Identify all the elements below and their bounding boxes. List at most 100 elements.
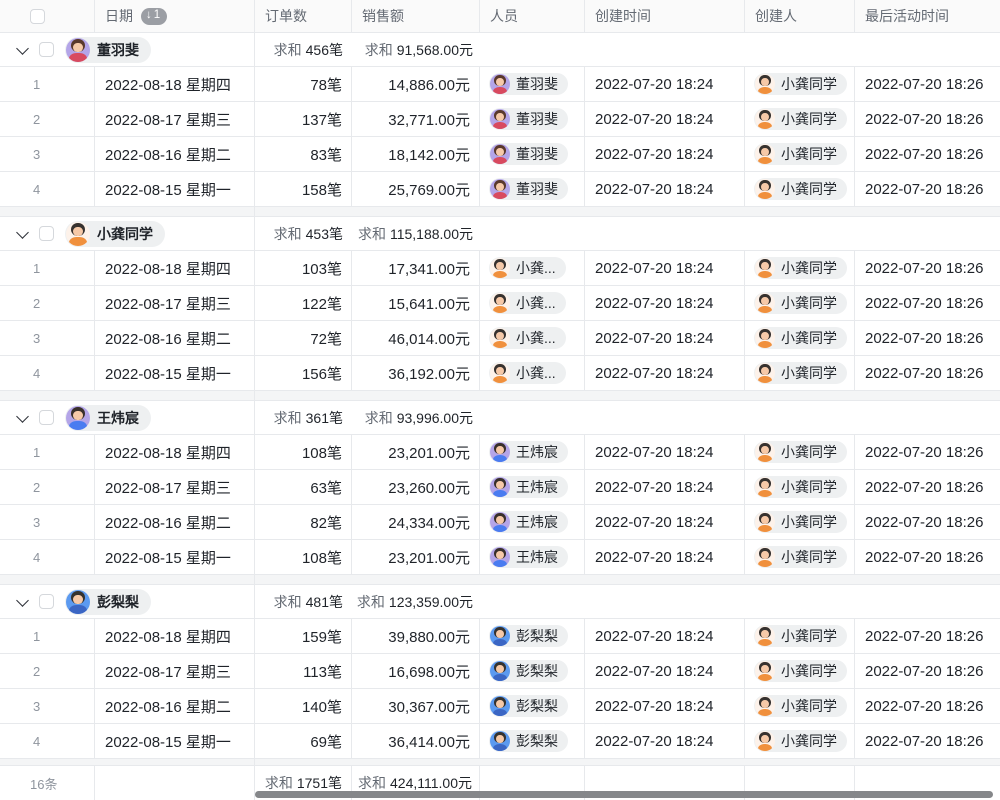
date-cell[interactable]: 2022-08-18 星期四: [95, 67, 255, 101]
table-row[interactable]: 2 2022-08-17 星期三 113笔 16,698.00元 彭梨梨 202…: [0, 654, 1000, 689]
table-row[interactable]: 3 2022-08-16 星期二 72笔 46,014.00元 小龚... 20…: [0, 321, 1000, 356]
horizontal-scrollbar[interactable]: [255, 791, 993, 798]
created-time-cell[interactable]: 2022-07-20 18:24: [585, 102, 745, 136]
person-cell[interactable]: 董羽斐: [480, 67, 585, 101]
orders-cell[interactable]: 108笔: [255, 540, 352, 574]
date-cell[interactable]: 2022-08-15 星期一: [95, 356, 255, 390]
last-activity-cell[interactable]: 2022-07-20 18:26: [865, 697, 984, 715]
orders-cell[interactable]: 137笔: [255, 102, 352, 136]
created-time-cell[interactable]: 2022-07-20 18:24: [585, 286, 745, 320]
created-time-cell[interactable]: 2022-07-20 18:24: [585, 654, 745, 688]
table-row[interactable]: 4 2022-08-15 星期一 69笔 36,414.00元 彭梨梨 2022…: [0, 724, 1000, 759]
sales-cell[interactable]: 23,201.00元: [352, 435, 480, 469]
creator-cell[interactable]: 小龚同学: [745, 321, 855, 355]
last-activity-cell[interactable]: 2022-07-20 18:26: [865, 732, 984, 750]
date-cell[interactable]: 2022-08-16 星期二: [95, 505, 255, 539]
creator-cell[interactable]: 小龚同学: [745, 724, 855, 758]
last-activity-cell[interactable]: 2022-07-20 18:26: [865, 662, 984, 680]
creator-cell[interactable]: 小龚同学: [745, 505, 855, 539]
created-time-cell[interactable]: 2022-07-20 18:24: [585, 251, 745, 285]
group-checkbox[interactable]: [39, 226, 54, 241]
creator-cell[interactable]: 小龚同学: [745, 137, 855, 171]
table-row[interactable]: 4 2022-08-15 星期一 158笔 25,769.00元 董羽斐 202…: [0, 172, 1000, 207]
table-row[interactable]: 4 2022-08-15 星期一 108笔 23,201.00元 王炜宸 202…: [0, 540, 1000, 575]
last-activity-cell[interactable]: 2022-07-20 18:26: [865, 627, 984, 645]
date-cell[interactable]: 2022-08-16 星期二: [95, 321, 255, 355]
footer-orders-sum[interactable]: 求和 1751笔: [255, 766, 352, 800]
last-activity-cell[interactable]: 2022-07-20 18:26: [865, 294, 984, 312]
last-activity-cell[interactable]: 2022-07-20 18:26: [865, 513, 984, 531]
orders-cell[interactable]: 78笔: [255, 67, 352, 101]
sales-cell[interactable]: 23,260.00元: [352, 470, 480, 504]
sales-cell[interactable]: 36,192.00元: [352, 356, 480, 390]
last-activity-cell[interactable]: 2022-07-20 18:26: [865, 364, 984, 382]
orders-cell[interactable]: 69笔: [255, 724, 352, 758]
column-header-orders[interactable]: 订单数: [255, 0, 352, 32]
table-row[interactable]: 1 2022-08-18 星期四 159笔 39,880.00元 彭梨梨 202…: [0, 619, 1000, 654]
group-collapse-button[interactable]: [11, 591, 33, 613]
last-activity-cell[interactable]: 2022-07-20 18:26: [865, 329, 984, 347]
orders-cell[interactable]: 159笔: [255, 619, 352, 653]
created-time-cell[interactable]: 2022-07-20 18:24: [585, 540, 745, 574]
table-row[interactable]: 2 2022-08-17 星期三 122笔 15,641.00元 小龚... 2…: [0, 286, 1000, 321]
person-cell[interactable]: 彭梨梨: [480, 619, 585, 653]
column-header-last-activity[interactable]: 最后活动时间: [855, 0, 1000, 32]
person-cell[interactable]: 王炜宸: [480, 470, 585, 504]
creator-cell[interactable]: 小龚同学: [745, 172, 855, 206]
group-sales-sum[interactable]: 求和 123,359.00元: [352, 592, 480, 612]
column-header-created-time[interactable]: 创建时间: [585, 0, 745, 32]
sales-cell[interactable]: 39,880.00元: [352, 619, 480, 653]
footer-date-cell[interactable]: [95, 766, 255, 800]
date-cell[interactable]: 2022-08-16 星期二: [95, 137, 255, 171]
person-cell[interactable]: 彭梨梨: [480, 724, 585, 758]
sales-cell[interactable]: 24,334.00元: [352, 505, 480, 539]
created-time-cell[interactable]: 2022-07-20 18:24: [585, 505, 745, 539]
last-activity-cell[interactable]: 2022-07-20 18:26: [865, 180, 984, 198]
column-header-person[interactable]: 人员: [480, 0, 585, 32]
creator-cell[interactable]: 小龚同学: [745, 251, 855, 285]
creator-cell[interactable]: 小龚同学: [745, 435, 855, 469]
table-row[interactable]: 1 2022-08-18 星期四 103笔 17,341.00元 小龚... 2…: [0, 251, 1000, 286]
created-time-cell[interactable]: 2022-07-20 18:24: [585, 137, 745, 171]
person-cell[interactable]: 小龚...: [480, 356, 585, 390]
created-time-cell[interactable]: 2022-07-20 18:24: [585, 470, 745, 504]
creator-cell[interactable]: 小龚同学: [745, 540, 855, 574]
table-row[interactable]: 1 2022-08-18 星期四 78笔 14,886.00元 董羽斐 2022…: [0, 67, 1000, 102]
creator-cell[interactable]: 小龚同学: [745, 654, 855, 688]
created-time-cell[interactable]: 2022-07-20 18:24: [585, 356, 745, 390]
orders-cell[interactable]: 72笔: [255, 321, 352, 355]
person-cell[interactable]: 董羽斐: [480, 172, 585, 206]
last-activity-cell[interactable]: 2022-07-20 18:26: [865, 75, 984, 93]
group-collapse-button[interactable]: [11, 223, 33, 245]
orders-cell[interactable]: 83笔: [255, 137, 352, 171]
group-header-row[interactable]: 小龚同学 求和 453笔 求和 115,188.00元: [0, 217, 1000, 251]
sales-cell[interactable]: 15,641.00元: [352, 286, 480, 320]
created-time-cell[interactable]: 2022-07-20 18:24: [585, 67, 745, 101]
last-activity-cell[interactable]: 2022-07-20 18:26: [865, 145, 984, 163]
person-cell[interactable]: 小龚...: [480, 321, 585, 355]
date-cell[interactable]: 2022-08-18 星期四: [95, 619, 255, 653]
creator-cell[interactable]: 小龚同学: [745, 470, 855, 504]
sales-cell[interactable]: 36,414.00元: [352, 724, 480, 758]
select-all-checkbox[interactable]: [30, 8, 45, 24]
group-orders-sum[interactable]: 求和 453笔: [255, 224, 352, 244]
table-row[interactable]: 3 2022-08-16 星期二 82笔 24,334.00元 王炜宸 2022…: [0, 505, 1000, 540]
table-row[interactable]: 1 2022-08-18 星期四 108笔 23,201.00元 王炜宸 202…: [0, 435, 1000, 470]
group-checkbox[interactable]: [39, 42, 54, 57]
date-cell[interactable]: 2022-08-15 星期一: [95, 172, 255, 206]
creator-cell[interactable]: 小龚同学: [745, 619, 855, 653]
created-time-cell[interactable]: 2022-07-20 18:24: [585, 172, 745, 206]
creator-cell[interactable]: 小龚同学: [745, 102, 855, 136]
sales-cell[interactable]: 17,341.00元: [352, 251, 480, 285]
group-orders-sum[interactable]: 求和 481笔: [255, 592, 352, 612]
sales-cell[interactable]: 23,201.00元: [352, 540, 480, 574]
person-cell[interactable]: 王炜宸: [480, 505, 585, 539]
last-activity-cell[interactable]: 2022-07-20 18:26: [865, 548, 984, 566]
creator-cell[interactable]: 小龚同学: [745, 689, 855, 723]
sales-cell[interactable]: 14,886.00元: [352, 67, 480, 101]
sales-cell[interactable]: 32,771.00元: [352, 102, 480, 136]
sales-cell[interactable]: 18,142.00元: [352, 137, 480, 171]
last-activity-cell[interactable]: 2022-07-20 18:26: [865, 110, 984, 128]
table-row[interactable]: 3 2022-08-16 星期二 140笔 30,367.00元 彭梨梨 202…: [0, 689, 1000, 724]
person-cell[interactable]: 彭梨梨: [480, 689, 585, 723]
